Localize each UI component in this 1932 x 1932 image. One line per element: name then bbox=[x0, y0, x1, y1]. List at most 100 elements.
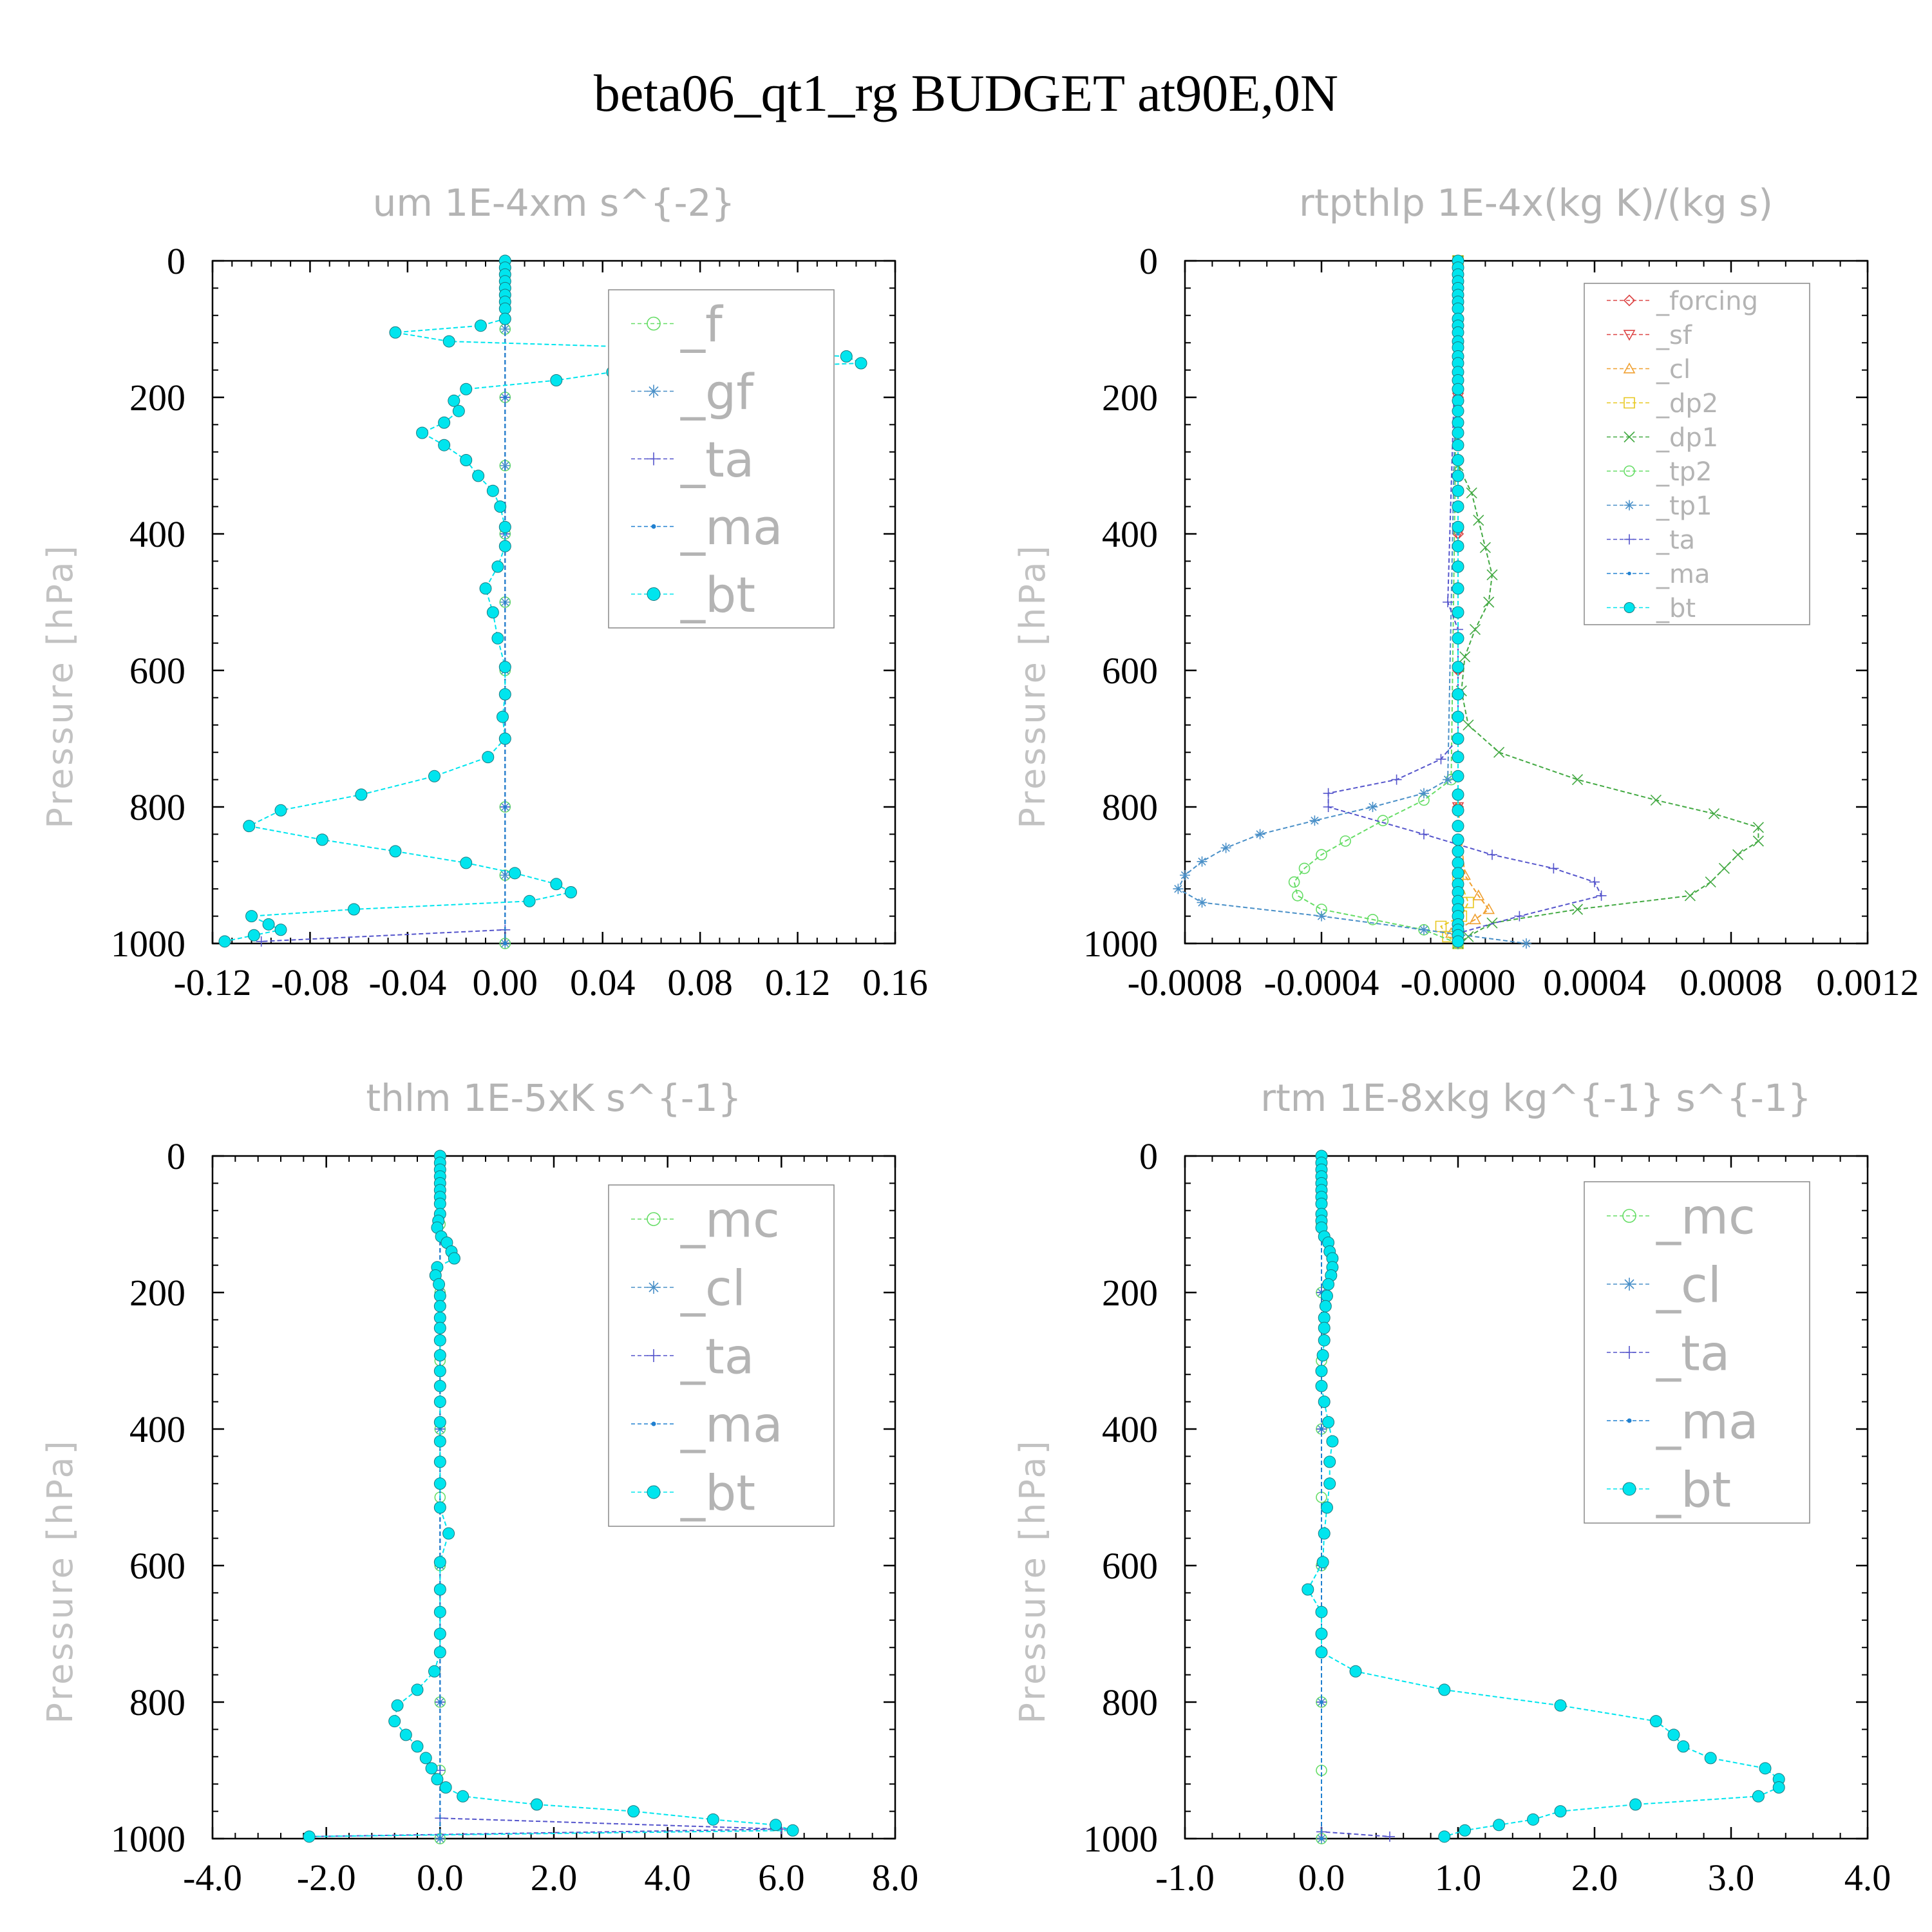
data-point bbox=[1391, 774, 1402, 785]
data-point bbox=[1629, 1798, 1642, 1811]
data-point bbox=[627, 1805, 640, 1818]
data-point bbox=[433, 1556, 446, 1569]
series-line bbox=[1327, 260, 1603, 943]
data-point bbox=[1316, 849, 1327, 860]
legend-label: _sf bbox=[1656, 321, 1692, 350]
data-point bbox=[1443, 597, 1454, 607]
data-point bbox=[1493, 746, 1505, 758]
data-point bbox=[1708, 808, 1720, 820]
data-point bbox=[1571, 904, 1584, 915]
legend-marker bbox=[1624, 602, 1635, 613]
data-point bbox=[1315, 1197, 1328, 1210]
legend-label: _cl bbox=[1656, 1256, 1721, 1313]
legend-item: _ta bbox=[1607, 526, 1695, 555]
data-point bbox=[491, 560, 504, 573]
data-point bbox=[550, 878, 563, 891]
data-point bbox=[1385, 1831, 1395, 1842]
data-point bbox=[498, 688, 511, 701]
data-point bbox=[1452, 857, 1464, 869]
data-point bbox=[1323, 1455, 1336, 1468]
y-tick-label: 200 bbox=[129, 377, 185, 419]
legend-item: _forcing bbox=[1607, 287, 1758, 316]
y-tick-label: 0 bbox=[167, 1135, 185, 1177]
y-tick-label: 200 bbox=[1102, 1272, 1158, 1314]
data-point bbox=[1649, 1715, 1662, 1728]
y-tick-label: 400 bbox=[129, 1408, 185, 1450]
y-axis-label: Pressure [hPa] bbox=[1012, 1438, 1053, 1723]
data-point bbox=[433, 1627, 446, 1640]
data-point bbox=[433, 1300, 446, 1312]
y-tick-label: 1000 bbox=[111, 1818, 185, 1860]
data-point bbox=[1452, 484, 1464, 497]
data-point bbox=[1752, 822, 1764, 833]
data-point bbox=[474, 319, 487, 332]
data-point bbox=[1452, 845, 1464, 858]
data-point bbox=[1482, 903, 1495, 914]
data-point bbox=[500, 870, 511, 880]
data-point bbox=[503, 942, 507, 945]
y-tick-label: 400 bbox=[1102, 1408, 1158, 1450]
legend-label: _ta bbox=[1656, 1324, 1730, 1381]
y-tick-label: 1000 bbox=[1083, 923, 1158, 965]
data-point bbox=[1320, 1700, 1323, 1704]
data-point bbox=[550, 374, 563, 386]
data-point bbox=[1180, 870, 1190, 880]
legend-label: _mc bbox=[1656, 1188, 1756, 1245]
data-point bbox=[425, 1762, 438, 1775]
data-point bbox=[1316, 1349, 1329, 1362]
data-point bbox=[1452, 632, 1464, 645]
legend-item: _gf bbox=[631, 363, 755, 421]
legend-label: _cl bbox=[1656, 355, 1690, 384]
data-point bbox=[1323, 788, 1334, 799]
legend-marker bbox=[647, 1485, 661, 1499]
data-point bbox=[1302, 1583, 1314, 1596]
plot-frame bbox=[211, 260, 896, 945]
data-point bbox=[1772, 1781, 1785, 1794]
data-point bbox=[431, 1773, 444, 1786]
data-point bbox=[1596, 890, 1607, 901]
data-point bbox=[1419, 829, 1429, 840]
panel-thlm: thlm 1E-5xK s^{-1} Pressure [hPa] -4.0 -2… bbox=[40, 1076, 918, 1899]
data-point bbox=[1452, 732, 1464, 745]
data-point bbox=[1469, 913, 1481, 925]
data-point bbox=[1514, 911, 1525, 922]
data-point bbox=[498, 732, 511, 745]
data-point bbox=[348, 903, 361, 916]
y-tick-label: 800 bbox=[1102, 786, 1158, 828]
data-point bbox=[498, 312, 511, 325]
data-point bbox=[389, 326, 402, 339]
x-tick-label: 0.0 bbox=[1298, 1857, 1345, 1899]
data-point bbox=[1705, 876, 1716, 888]
data-point bbox=[1319, 1300, 1332, 1312]
data-point bbox=[1650, 794, 1662, 806]
plot-area: -1.0 0.0 1.0 2.0 3.0 4.002004006008001000_mc_… bbox=[1083, 1135, 1891, 1899]
x-tick-label: 4.0 bbox=[1844, 1857, 1891, 1899]
data-point bbox=[1452, 469, 1464, 482]
data-point bbox=[218, 935, 231, 948]
data-point bbox=[448, 394, 460, 407]
legend-marker bbox=[1624, 465, 1635, 477]
data-point bbox=[460, 383, 473, 395]
data-point bbox=[433, 1334, 446, 1347]
x-tick-label: 1.0 bbox=[1435, 1857, 1482, 1899]
legend-item: _bt bbox=[631, 1464, 755, 1521]
data-point bbox=[1452, 454, 1464, 467]
plot-area: -0.0008 -0.0004 -0.0000 0.0004 0.0008 0.0012 0… bbox=[1083, 240, 1919, 1003]
data-point bbox=[1486, 917, 1498, 929]
data-point bbox=[770, 1819, 782, 1832]
data-point bbox=[1548, 863, 1559, 874]
data-point bbox=[1315, 1627, 1328, 1640]
data-point bbox=[1435, 753, 1446, 764]
data-point bbox=[438, 439, 451, 451]
data-point bbox=[247, 929, 260, 942]
data-point bbox=[1469, 623, 1481, 635]
legend-item: _ma bbox=[1607, 1392, 1759, 1450]
y-tick-label: 0 bbox=[1139, 1135, 1158, 1177]
data-point bbox=[1320, 1837, 1323, 1841]
panel-rtpthlp: rtpthlp 1E-4x(kg K)/(kg s) Pressure [hPa… bbox=[1012, 181, 1919, 1003]
legend-label: _bt bbox=[680, 1464, 755, 1521]
data-point bbox=[1438, 1683, 1451, 1696]
data-point bbox=[433, 1379, 446, 1392]
legend-marker bbox=[647, 452, 660, 466]
data-point bbox=[1452, 867, 1464, 880]
